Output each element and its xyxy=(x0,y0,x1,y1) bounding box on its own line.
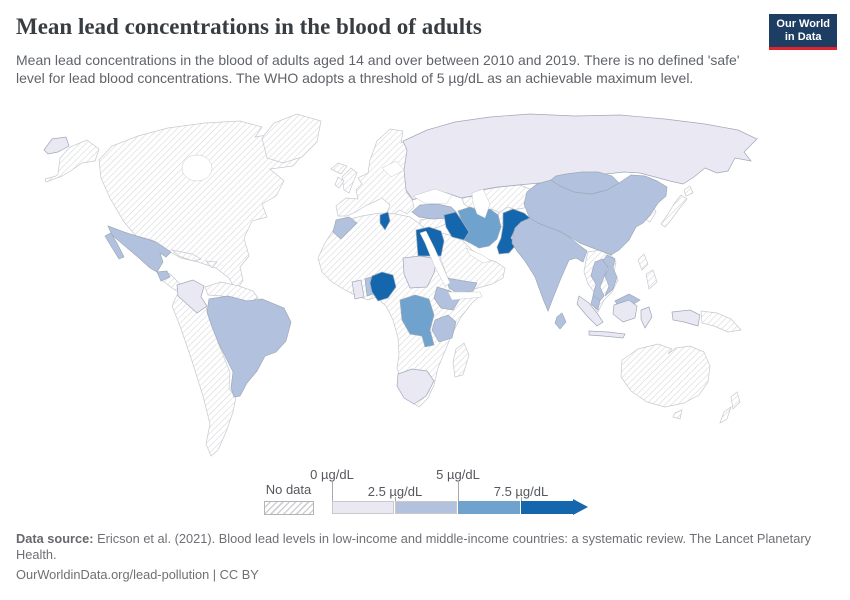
footer-link[interactable]: OurWorldinData.org/lead-pollution | CC B… xyxy=(16,567,259,582)
country-drc[interactable] xyxy=(399,294,435,348)
country-indonesia-sumatra[interactable] xyxy=(576,295,604,327)
country-indonesia-papua[interactable] xyxy=(671,309,701,327)
persian-gulf xyxy=(465,247,492,264)
country-new-zealand-n[interactable] xyxy=(730,391,741,410)
caspian-sea xyxy=(471,188,491,219)
country-alaska[interactable] xyxy=(44,139,100,183)
country-south-africa[interactable] xyxy=(396,368,435,405)
country-colombia[interactable] xyxy=(176,279,208,314)
country-sri-lanka[interactable] xyxy=(554,312,567,330)
country-iceland[interactable] xyxy=(330,162,348,175)
country-russia-chukotka[interactable] xyxy=(43,136,70,155)
country-malaysia-peninsula[interactable] xyxy=(590,295,601,311)
country-philippines-s[interactable] xyxy=(645,269,658,290)
legend-arrow-icon xyxy=(573,499,588,515)
country-southern-south-america[interactable] xyxy=(171,294,237,457)
country-ireland[interactable] xyxy=(334,176,345,189)
legend-tick-label-0: 0 µg/dL xyxy=(310,467,354,482)
country-mexico[interactable] xyxy=(107,225,172,273)
country-brazil[interactable] xyxy=(206,295,292,398)
country-greenland[interactable] xyxy=(261,113,322,164)
country-tanzania[interactable] xyxy=(431,314,457,343)
legend-segment-5-7-5[interactable] xyxy=(458,501,520,514)
red-sea xyxy=(419,230,451,287)
legend-tick-line-0 xyxy=(332,481,333,501)
data-source-label: Data source: xyxy=(16,531,94,546)
country-yemen[interactable] xyxy=(446,277,478,294)
legend-no-data-swatch[interactable] xyxy=(264,501,314,515)
country-sudan[interactable] xyxy=(402,255,438,289)
country-madagascar[interactable] xyxy=(452,342,470,378)
country-ghana[interactable] xyxy=(351,279,365,300)
legend-segment-0-2-5[interactable] xyxy=(332,501,394,514)
gulf-of-aden xyxy=(447,291,483,301)
black-sea xyxy=(412,188,453,205)
country-japan[interactable] xyxy=(660,194,688,228)
country-australia[interactable] xyxy=(620,343,711,408)
legend-tick-label-2-5: 2.5 µg/dL xyxy=(367,484,423,499)
baltic-sea xyxy=(381,160,405,178)
country-indonesia-kalimantan[interactable] xyxy=(612,299,638,323)
chart-subtitle: Mean lead concentrations in the blood of… xyxy=(16,52,740,86)
owid-logo[interactable]: Our World in Data xyxy=(769,14,837,50)
legend-tick-label-7-5: 7.5 µg/dL xyxy=(493,484,549,499)
country-guatemala[interactable] xyxy=(156,270,171,282)
country-uk[interactable] xyxy=(341,167,358,194)
country-philippines-n[interactable] xyxy=(637,253,649,271)
legend-tick-line-7-5 xyxy=(521,497,522,501)
country-vietnam[interactable] xyxy=(602,254,618,297)
country-nigeria[interactable] xyxy=(369,271,397,302)
owid-logo-line2: in Data xyxy=(784,31,822,43)
country-indonesia-java[interactable] xyxy=(588,330,626,339)
legend-tick-line-5 xyxy=(458,481,459,501)
footer-data-source: Data source: Ericson et al. (2021). Bloo… xyxy=(16,531,836,562)
country-new-zealand-s[interactable] xyxy=(719,406,732,424)
country-tunisia[interactable] xyxy=(379,211,391,231)
country-hispaniola[interactable] xyxy=(205,260,218,269)
page-title: Mean lead concentrations in the blood of… xyxy=(16,14,482,39)
country-japan-hokkaido[interactable] xyxy=(683,185,694,197)
country-png[interactable] xyxy=(700,310,742,333)
legend-color-bar xyxy=(332,499,588,515)
country-morocco[interactable] xyxy=(332,216,358,240)
country-cuba[interactable] xyxy=(170,249,202,262)
country-tasmania[interactable] xyxy=(672,409,683,420)
legend-tick-label-5: 5 µg/dL xyxy=(436,467,480,482)
legend-tick-line-2-5 xyxy=(395,497,396,501)
country-ethiopia[interactable] xyxy=(433,286,462,311)
data-source-text: Ericson et al. (2021). Blood lead levels… xyxy=(16,531,811,562)
owid-logo-line1: Our World xyxy=(776,18,830,30)
hudson-bay xyxy=(181,154,213,182)
legend-no-data-label: No data xyxy=(265,482,312,497)
country-mongolia[interactable] xyxy=(550,171,620,195)
country-mexico-baja[interactable] xyxy=(104,232,125,260)
legend-segment-2-5-5[interactable] xyxy=(395,501,457,514)
country-indonesia-sulawesi[interactable] xyxy=(640,306,653,329)
legend-segment-7-5-plus[interactable] xyxy=(521,501,573,514)
